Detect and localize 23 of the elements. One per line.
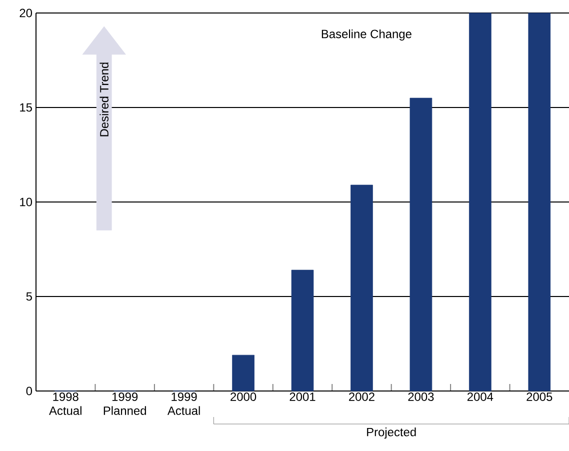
y-tick-label: 15 <box>20 103 32 112</box>
y-tick-label: 10 <box>20 198 32 206</box>
bar <box>528 12 551 392</box>
x-tick-label: 2002 <box>349 392 374 401</box>
x-tick-label: 2005 <box>526 392 552 401</box>
x-tick-label: 1999 Actual <box>167 392 200 415</box>
text: Projected <box>367 428 416 439</box>
annotation: Desired Trend <box>100 62 108 136</box>
x-tick-label: 2003 <box>408 392 434 401</box>
x-tick-label: 2000 <box>230 392 256 401</box>
y-tick-label: 0 <box>26 386 32 396</box>
x-tick-label: 2004 <box>467 392 494 401</box>
x-tick-label: 1999 Planned <box>104 392 146 415</box>
y-tick-label: 20 <box>20 8 32 18</box>
x-tick-label: 2001 <box>290 392 316 401</box>
bar <box>469 12 492 392</box>
bar <box>232 354 254 392</box>
y-tick-label: 5 <box>26 292 32 301</box>
bar <box>410 98 432 392</box>
text: Baseline Change <box>322 29 412 41</box>
bar <box>291 270 314 392</box>
bar <box>350 184 373 392</box>
x-tick-label: 1998 Actual <box>49 392 82 415</box>
